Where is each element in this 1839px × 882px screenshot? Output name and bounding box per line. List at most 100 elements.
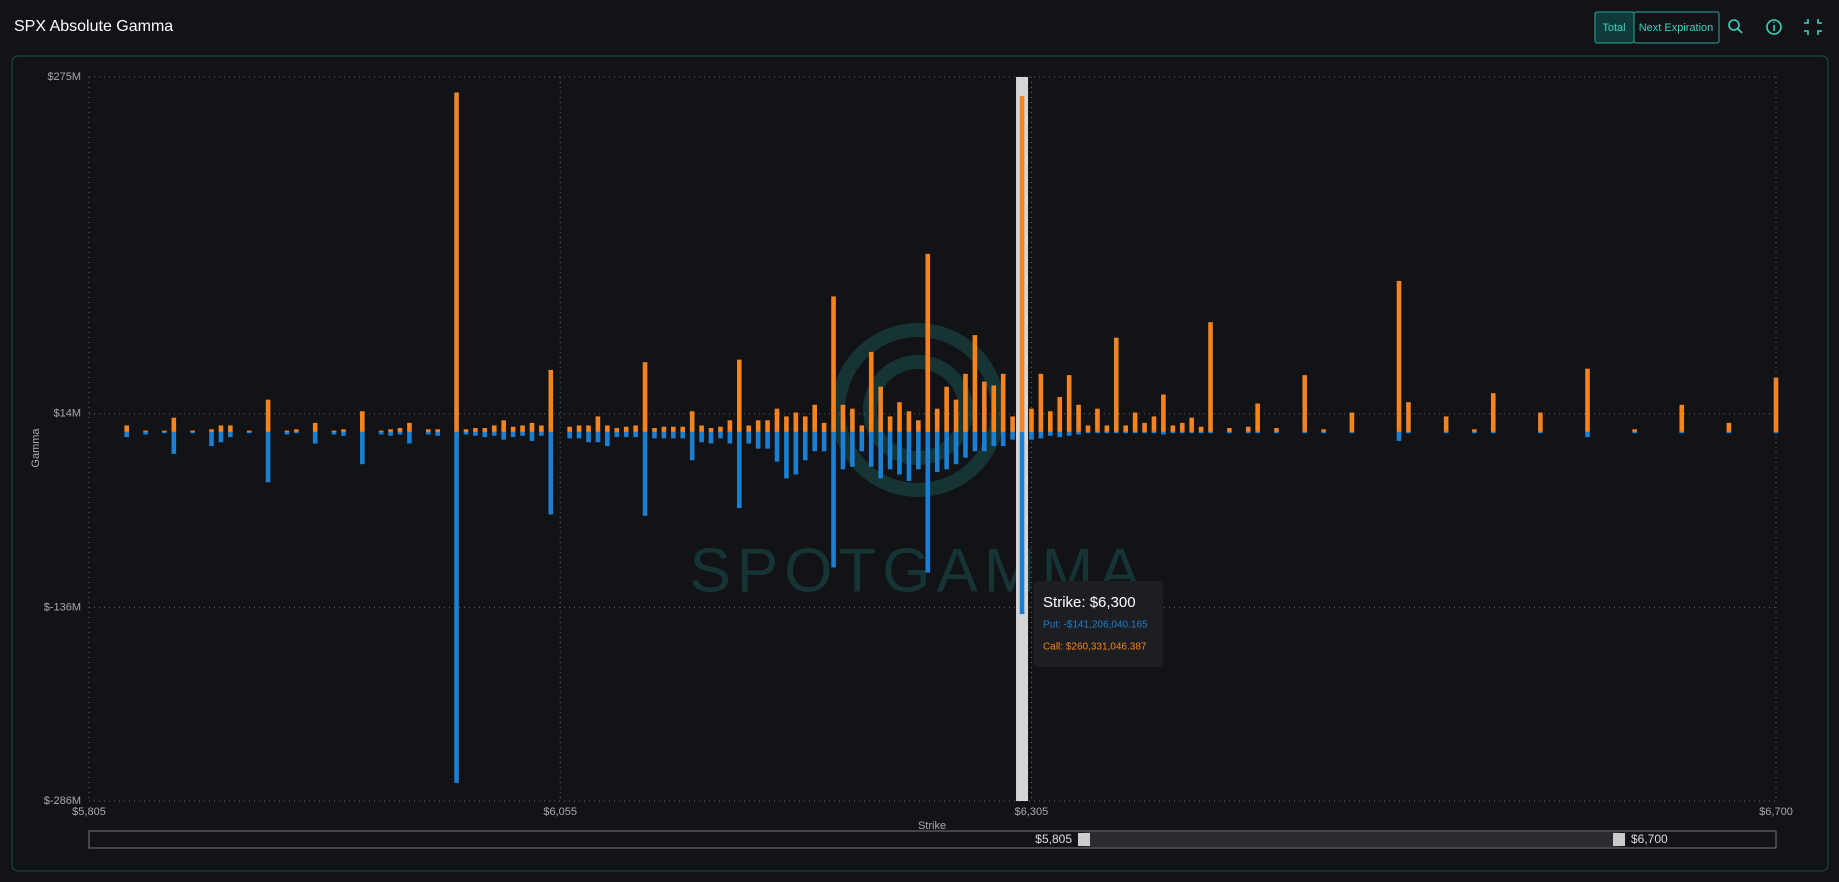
bar [1179,431,1185,434]
bar [897,402,902,432]
total-button-label[interactable]: Total [1602,22,1625,34]
bar [784,416,789,432]
bar [312,422,318,432]
bar [1274,431,1279,434]
range-slider[interactable] [88,830,1777,849]
y-axis-label: Gamma [30,428,42,468]
bar [539,425,544,432]
bar [1227,431,1232,434]
bar [246,431,252,434]
bar [1585,368,1590,432]
bar [699,425,704,432]
bar [1227,428,1232,432]
x-axis-label: Strike [918,820,946,832]
zoom-icon[interactable] [1728,19,1743,34]
page-title: SPX Absolute Gamma [14,18,173,35]
bar [972,431,978,452]
bar [1321,429,1326,432]
bar [736,359,742,432]
range-handle-right[interactable] [1613,833,1625,846]
bar [661,431,667,439]
bar [1406,431,1411,434]
y-tick-label: $-286M [44,795,81,807]
bar [934,431,940,472]
bar [652,431,657,439]
bar [228,425,233,432]
next-expiration-label[interactable]: Next Expiration [1639,22,1714,34]
bar [341,431,346,436]
bar [1189,417,1194,432]
bar [171,417,177,432]
bar [1585,431,1590,438]
bar [143,431,148,435]
bar [991,431,997,447]
bar [473,431,478,436]
bar [397,428,403,432]
bar [360,431,365,465]
bar [1113,337,1119,432]
bar [501,431,506,440]
bar [906,411,912,432]
range-selection[interactable] [1084,832,1619,847]
bar [916,431,921,470]
bar [623,426,629,432]
bar [1179,422,1185,432]
bar [718,431,723,439]
bar [162,431,167,434]
bar [124,431,129,438]
collapse-icon[interactable] [1804,19,1822,35]
bar [850,408,855,432]
bar [1076,431,1081,435]
bar [699,431,704,443]
bar [548,431,554,515]
bar [1349,431,1355,434]
bar [520,431,525,436]
bar [1443,416,1449,432]
bar [1095,408,1100,432]
bar [953,399,959,432]
bar [407,422,412,432]
bar [1773,431,1779,434]
bar [586,425,591,432]
bar [1170,431,1176,434]
bar [1538,412,1543,432]
bar [793,412,799,432]
bar [529,422,535,432]
bar [1396,431,1402,441]
bar [331,430,337,432]
bar [963,431,968,458]
bar [567,426,572,432]
bar [595,416,601,432]
bar [218,431,224,443]
bar [209,429,214,432]
bar [1123,425,1129,432]
tooltip-title: Strike: $6,300 [1043,594,1136,611]
bar [661,426,667,432]
bar [595,431,601,443]
next-expiration-button[interactable] [1633,11,1720,44]
bar [727,420,733,432]
bar [510,426,516,432]
info-icon[interactable] [1766,19,1782,35]
bar [821,431,827,452]
bar [294,429,299,432]
tooltip-line: Call: $260,331,046.387 [1043,642,1147,653]
bar [1142,422,1147,432]
bar [1151,431,1157,434]
bar [925,253,931,432]
bar [1538,431,1543,434]
bar [727,431,733,444]
bar [510,431,516,438]
bar [1302,431,1308,434]
bar [529,431,535,441]
bar [1066,431,1072,436]
range-handle-left[interactable] [1078,833,1090,846]
bar [341,429,346,432]
bar [859,425,865,432]
bar [1208,322,1213,432]
bar [793,431,799,475]
bar [1773,377,1779,432]
bar [887,431,893,470]
bar [539,431,544,436]
bar [1198,426,1204,432]
